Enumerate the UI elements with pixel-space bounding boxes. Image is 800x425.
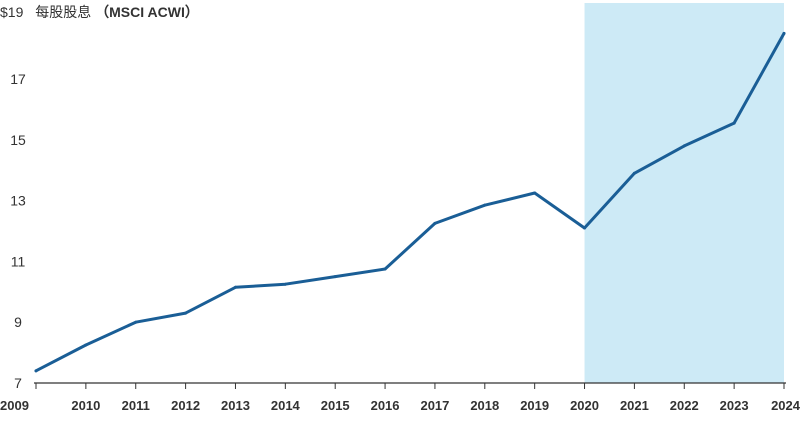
data-point-2011: [134, 320, 138, 324]
data-point-2015: [333, 275, 337, 279]
x-tick-label-2017: 2017: [420, 398, 449, 413]
y-axis-label: $19 每股股息 （MSCI ACWI）: [0, 4, 199, 20]
data-point-2009: [34, 369, 38, 373]
x-tick-label-2015: 2015: [321, 398, 350, 413]
data-point-2022: [682, 144, 686, 148]
y-tick-label-11: 11: [11, 253, 26, 269]
x-tick-label-2022: 2022: [670, 398, 699, 413]
data-point-2024: [782, 31, 786, 35]
y-axis-top-tick-19: $19: [0, 4, 24, 20]
x-tick-label-2009: 2009: [0, 398, 29, 413]
x-tick-label-2024: 2024: [771, 398, 800, 413]
x-tick-label-2020: 2020: [570, 398, 599, 413]
y-axis-ticks: 7 9 11 13 15 17: [10, 71, 26, 391]
y-tick-label-15: 15: [10, 132, 26, 148]
series-line: [34, 31, 786, 373]
data-point-2023: [732, 121, 736, 125]
data-point-2013: [233, 285, 237, 289]
x-tick-label-2013: 2013: [221, 398, 250, 413]
x-tick-label-2016: 2016: [371, 398, 400, 413]
x-tick-label-2023: 2023: [720, 398, 749, 413]
x-tick-label-2012: 2012: [171, 398, 200, 413]
y-axis-index-name: （MSCI ACWI）: [95, 4, 199, 20]
data-points: [34, 31, 786, 373]
data-point-2020: [583, 226, 587, 230]
y-tick-label-9: 9: [14, 314, 22, 330]
x-tick-label-2019: 2019: [520, 398, 549, 413]
y-axis-title: 每股股息: [35, 4, 91, 20]
data-point-2016: [383, 267, 387, 271]
data-point-2017: [433, 221, 437, 225]
data-point-2018: [483, 203, 487, 207]
x-tick-label-2011: 2011: [122, 398, 150, 413]
data-point-2014: [283, 282, 287, 286]
data-point-2010: [84, 343, 88, 347]
y-tick-label-13: 13: [10, 193, 26, 209]
data-point-2012: [184, 311, 188, 315]
x-axis-ticks: 2009 2010 2011 2012 2013 2014 2015 2016 2017 2018…: [0, 383, 800, 413]
data-point-2021: [632, 171, 636, 175]
y-tick-label-7: 7: [14, 375, 22, 391]
x-tick-label-2014: 2014: [271, 398, 301, 413]
y-tick-label-17: 17: [10, 71, 26, 87]
x-tick-label-2010: 2010: [71, 398, 100, 413]
x-tick-label-2021: 2021: [620, 398, 649, 413]
data-point-2019: [533, 191, 537, 195]
x-tick-label-2018: 2018: [470, 398, 499, 413]
